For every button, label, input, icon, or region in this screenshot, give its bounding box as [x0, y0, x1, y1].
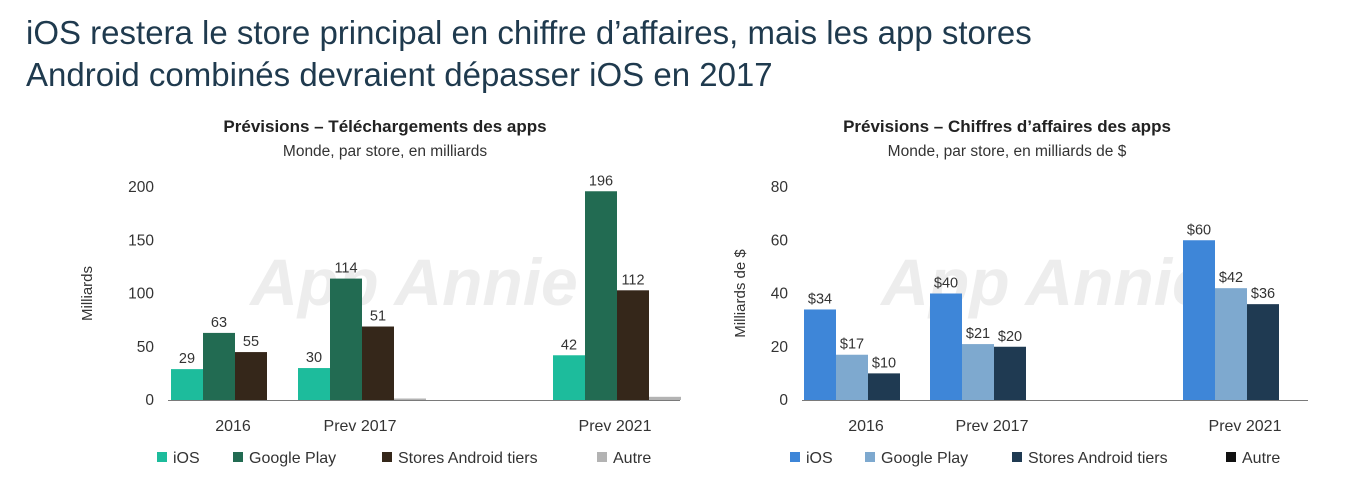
- watermark: App Annie: [879, 245, 1209, 319]
- bar-google-play: [1215, 288, 1247, 400]
- data-label: 51: [370, 309, 386, 325]
- y-tick-label: 150: [128, 232, 154, 249]
- legend-swatch: [597, 452, 607, 462]
- legend-label: Autre: [1242, 450, 1280, 467]
- data-label: $17: [840, 337, 864, 353]
- data-label: $10: [872, 355, 896, 371]
- y-axis-label: Milliards de $: [732, 249, 749, 338]
- bar-ios: [171, 369, 203, 400]
- category-label: Prev 2017: [956, 418, 1029, 435]
- legend-label: Google Play: [881, 450, 968, 467]
- y-tick-label: 0: [145, 392, 154, 409]
- chart-title: Prévisions – Téléchargements des apps: [223, 117, 546, 136]
- data-label: $36: [1251, 286, 1275, 302]
- data-label: 42: [561, 337, 577, 353]
- y-tick-label: 80: [771, 179, 789, 196]
- y-tick-label: 60: [771, 232, 789, 249]
- data-label: $42: [1219, 270, 1243, 286]
- bar-stores-android-tiers: [235, 352, 267, 400]
- chart-title: Prévisions – Chiffres d’affaires des app…: [843, 117, 1171, 136]
- bar-stores-android-tiers: [362, 326, 394, 400]
- bar-stores-android-tiers: [868, 373, 900, 400]
- data-label: 30: [306, 350, 322, 366]
- bar-google-play: [585, 191, 617, 400]
- data-label: $60: [1187, 222, 1211, 238]
- data-label: $34: [808, 291, 832, 307]
- legend-swatch: [157, 452, 167, 462]
- legend-swatch: [1012, 452, 1022, 462]
- legend-label: iOS: [806, 450, 833, 467]
- data-label: $20: [998, 329, 1022, 345]
- legend-label: Stores Android tiers: [1028, 450, 1168, 467]
- bar-autre: [394, 398, 426, 400]
- category-label: Prev 2021: [1209, 418, 1282, 435]
- data-label: 114: [334, 261, 357, 277]
- y-tick-label: 0: [779, 392, 788, 409]
- category-label: Prev 2021: [579, 418, 652, 435]
- headline-line-1: iOS restera le store principal en chiffr…: [26, 14, 1032, 51]
- bar-google-play: [330, 278, 362, 400]
- data-label: 63: [211, 315, 227, 331]
- y-tick-label: 20: [771, 339, 789, 356]
- chart-subtitle: Monde, par store, en milliards de $: [888, 143, 1127, 160]
- data-label: 29: [179, 351, 195, 367]
- y-tick-label: 100: [128, 286, 154, 303]
- bar-ios: [930, 293, 962, 400]
- y-tick-label: 200: [128, 179, 154, 196]
- data-label: 112: [621, 272, 644, 288]
- bar-ios: [1183, 240, 1215, 400]
- bar-stores-android-tiers: [994, 346, 1026, 400]
- legend-swatch: [865, 452, 875, 462]
- data-label: $40: [934, 276, 958, 292]
- bar-google-play: [962, 344, 994, 400]
- legend-swatch: [233, 452, 243, 462]
- category-label: 2016: [848, 418, 884, 435]
- bar-stores-android-tiers: [1247, 304, 1279, 400]
- legend-label: Google Play: [249, 450, 336, 467]
- legend-label: Stores Android tiers: [398, 450, 538, 467]
- downloads-chart: Prévisions – Téléchargements des apps Mon…: [79, 117, 681, 467]
- legend-swatch: [382, 452, 392, 462]
- category-label: Prev 2017: [324, 418, 397, 435]
- headline: iOS restera le store principal en chiffr…: [26, 12, 1326, 96]
- bar-autre: [649, 396, 681, 400]
- headline-line-2: Android combinés devraient dépasser iOS …: [26, 56, 773, 93]
- revenue-chart: Prévisions – Chiffres d’affaires des app…: [732, 117, 1308, 467]
- data-label: 55: [243, 334, 259, 350]
- legend-label: iOS: [173, 450, 200, 467]
- y-tick-label: 40: [771, 286, 789, 303]
- bar-google-play: [836, 354, 868, 400]
- category-label: 2016: [215, 418, 251, 435]
- data-label: 196: [589, 173, 613, 189]
- legend-label: Autre: [613, 450, 651, 467]
- chart-subtitle: Monde, par store, en milliards: [283, 143, 487, 160]
- y-axis-label: Milliards: [79, 266, 96, 321]
- bar-stores-android-tiers: [617, 290, 649, 400]
- bar-google-play: [203, 332, 235, 400]
- legend-swatch: [790, 452, 800, 462]
- y-tick-label: 50: [137, 339, 155, 356]
- bar-ios: [553, 355, 585, 400]
- watermark: App Annie: [248, 245, 578, 319]
- data-label: $21: [966, 326, 990, 342]
- bar-ios: [298, 368, 330, 400]
- legend-swatch: [1226, 452, 1236, 462]
- bar-ios: [804, 309, 836, 400]
